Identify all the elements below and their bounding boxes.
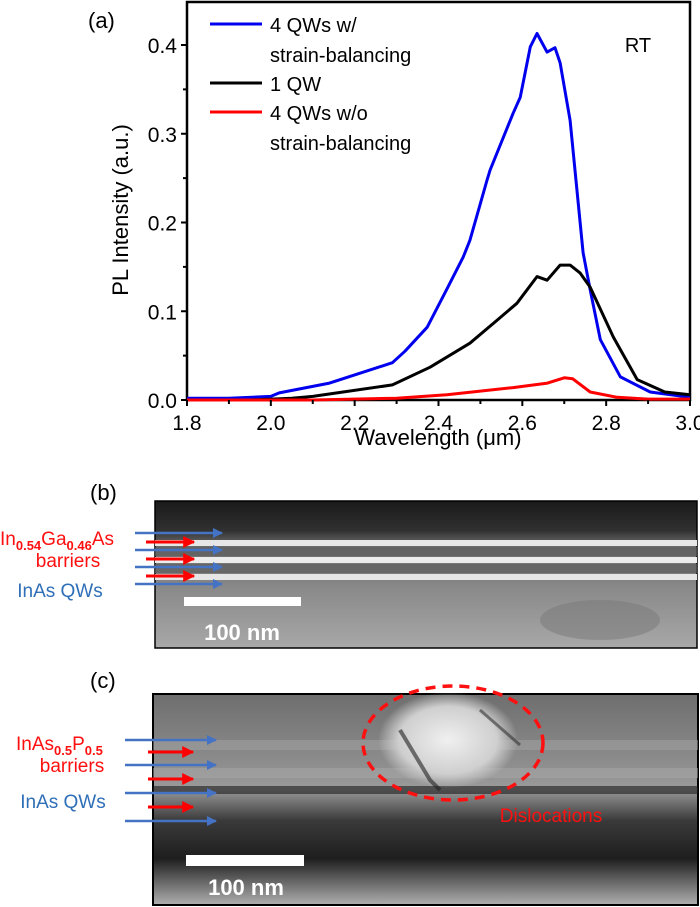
qw-layer-1 [155,540,697,546]
x-tick-label: 2.4 [424,412,454,435]
panel-c: (c) Dislocations 100 nm InAs0.5P0.5 barr… [16,668,699,906]
dislocation-region [378,692,518,788]
panel-b: (b) 100 nm In0.54Ga0.46As barriers InAs … [0,480,698,649]
qw-layer-3 [155,574,697,580]
dislocations-label: Dislocations [500,806,602,827]
series-layer [187,32,691,402]
scale-bar-c [186,855,304,866]
y-tick-label: 0.2 [148,213,177,236]
qw-label-c: InAs QWs [20,792,106,813]
scale-bar-label-c: 100 nm [208,875,284,900]
panel-a-label: (a) [88,8,115,33]
y-axis-label: PL Intensity (a.u.) [108,124,133,296]
series-line-0 [187,32,691,400]
tem-image-b [154,500,698,649]
y-axis: 0.0 0.1 0.2 0.3 0.4 [148,35,187,413]
barrier-label-b: In0.54Ga0.46As [0,529,114,553]
series-line-1 [187,263,691,402]
legend-label-2a: 4 QWs w/o [270,103,368,125]
qw-arrows-c [125,735,217,826]
y-tick-label: 0.3 [148,124,177,147]
x-tick-label: 1.8 [172,412,201,435]
x-axis-label: Wavelength (μm) [354,425,521,450]
dislocation-circle [361,684,545,802]
barrier-arrows-c [148,746,195,813]
x-axis: 1.8 2.0 2.2 2.4 2.6 2.8 3.0 [172,400,700,435]
panel-c-label: (c) [90,668,116,693]
barrier-label-c-line2: barriers [40,756,104,777]
scale-bar-label-b: 100 nm [204,620,280,645]
panel-b-label: (b) [90,480,117,505]
series-line-2 [187,376,690,402]
plot-area: 1.8 2.0 2.2 2.4 2.6 2.8 3.0 0.0 0.1 0.2 0.3 0.4 [148,0,700,435]
legend-label-2b: strain-balancing [270,133,411,155]
barrier-label-b-line2: barriers [36,551,100,572]
y-tick-label: 0.0 [148,390,177,413]
x-tick-label: 3.0 [675,412,700,435]
barrier-arrows-b [146,536,196,582]
x-tick-label: 2.2 [340,412,369,435]
rt-annotation: RT [625,35,651,57]
qw-arrows-b [135,528,223,589]
scale-bar-b [184,597,301,606]
y-tick-label: 0.1 [148,301,177,324]
tem-image-c [152,692,699,906]
legend-label-0a: 4 QWs w/ [270,15,357,37]
y-tick-label: 0.4 [148,35,178,58]
legend-label-0b: strain-balancing [270,45,411,67]
qw-label-b: InAs QWs [17,581,103,602]
legend: 4 QWs w/ strain-balancing 1 QW 4 QWs w/o… [210,15,411,155]
x-tick-label: 2.6 [508,412,537,435]
x-tick-label: 2.0 [256,412,285,435]
panel-a: (a) 1.8 2.0 2.2 2.4 2.6 2.8 3.0 0.00.10.20.30.… [88,0,700,450]
barrier-label-c: InAs0.5P0.5 [16,734,103,758]
legend-label-1: 1 QW [270,74,321,96]
x-tick-label: 2.8 [592,412,621,435]
qw-layer-2 [155,557,697,563]
